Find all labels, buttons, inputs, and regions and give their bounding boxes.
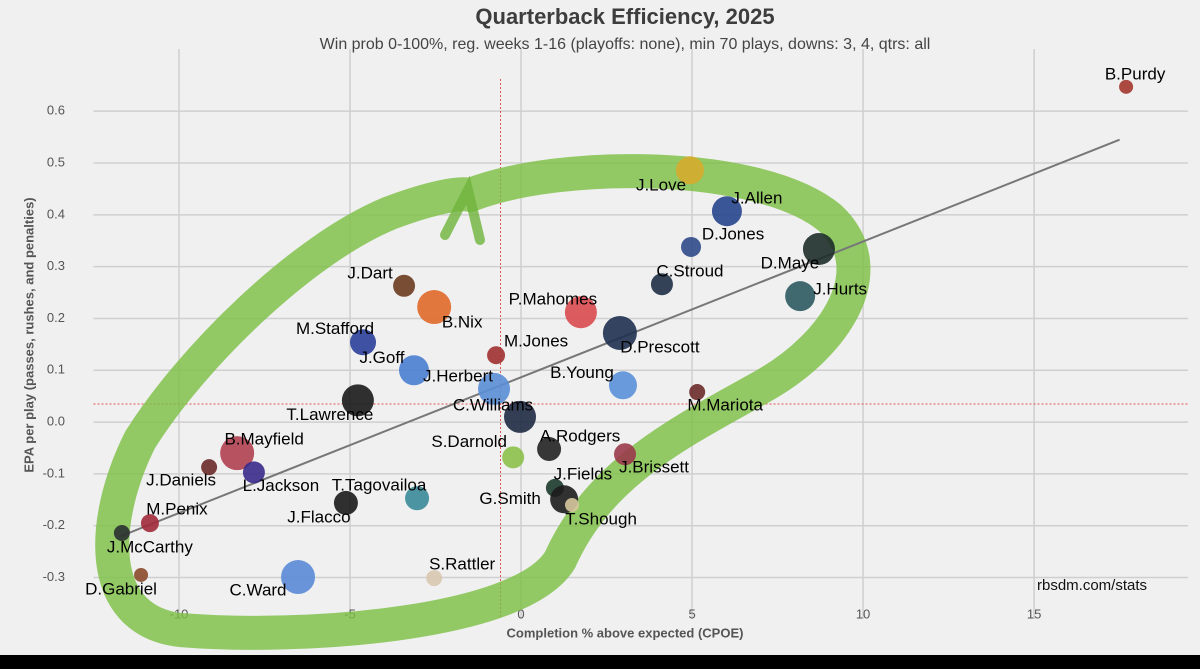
- qb-bubble: [676, 156, 705, 185]
- qb-label: C.Ward: [230, 581, 287, 600]
- qb-label: C.Stroud: [656, 262, 723, 281]
- qb-label: J.Goff: [359, 348, 404, 367]
- qb-bubble: [681, 236, 702, 257]
- qb-bubble: [393, 274, 416, 297]
- qb-label: B.Mayfield: [224, 430, 303, 449]
- y-tick-label: 0.4: [47, 206, 65, 221]
- x-axis-label: Completion % above expected (CPOE): [507, 625, 744, 640]
- highlight-loop: [95, 154, 871, 650]
- background: [0, 0, 1200, 655]
- y-tick-label: 0.6: [47, 103, 65, 118]
- qb-label: D.Gabriel: [85, 579, 157, 598]
- qb-label: J.Brissett: [619, 458, 689, 477]
- qb-bubble: [614, 443, 637, 466]
- qb-label: M.Mariota: [687, 396, 763, 415]
- y-tick-label: 0.1: [47, 362, 65, 377]
- qb-label: J.McCarthy: [107, 537, 193, 556]
- qb-label: C.Williams: [453, 395, 533, 414]
- qb-label: B.Young: [550, 363, 614, 382]
- y-tick-label: 0.2: [47, 310, 65, 325]
- qb-label: J.Flacco: [287, 507, 350, 526]
- qb-label: J.Dart: [347, 263, 393, 282]
- highlight-arrow: [440, 175, 485, 245]
- qb-label: D.Prescott: [620, 337, 700, 356]
- annotation: [95, 154, 871, 650]
- qb-label: B.Purdy: [1105, 64, 1166, 83]
- qb-bubble: [134, 567, 149, 582]
- qb-label: A.Rodgers: [540, 427, 620, 446]
- qb-label: S.Darnold: [431, 432, 507, 451]
- x-tick-label: 10: [856, 606, 870, 621]
- qb-bubble: [487, 346, 506, 365]
- qb-bubble: [537, 437, 562, 462]
- y-tick-label: -0.2: [43, 517, 65, 532]
- qb-bubble: [564, 296, 597, 329]
- qb-bubble: [426, 570, 443, 587]
- qb-bubble: [398, 355, 429, 386]
- y-tick-label: 0.0: [47, 414, 65, 429]
- qb-bubble: [650, 273, 673, 296]
- qb-label: D.Jones: [702, 224, 764, 243]
- x-tick-label: 0: [517, 606, 524, 621]
- qb-bubble: [502, 446, 525, 469]
- qb-bubble: [281, 560, 316, 595]
- y-tick-label: -0.1: [43, 465, 65, 480]
- qb-bubble: [140, 514, 159, 533]
- qb-bubble: [689, 384, 706, 401]
- qb-bubble: [405, 486, 430, 511]
- qb-bubble: [565, 498, 580, 512]
- qb-label: J.Hurts: [813, 280, 867, 299]
- qb-bubble: [201, 459, 218, 476]
- qb-label: T.Shough: [565, 509, 637, 528]
- chart-title: Quarterback Efficiency, 2025: [475, 4, 774, 29]
- qb-label: J.Love: [636, 176, 686, 195]
- x-tick-label: 15: [1027, 606, 1041, 621]
- qb-label: J.Allen: [731, 189, 782, 208]
- qb-label: S.Rattler: [429, 555, 495, 574]
- qb-bubble: [113, 524, 130, 541]
- qb-bubble: [333, 490, 358, 515]
- qb-label: J.Fields: [554, 464, 613, 483]
- qb-bubble: [608, 371, 637, 400]
- qb-bubble: [478, 372, 511, 405]
- bottom-bar: [0, 655, 1200, 669]
- qb-bubble: [802, 233, 835, 266]
- y-axis-label: EPA per play (passes, rushes, and penalt…: [21, 197, 36, 472]
- qb-label: D.Maye: [761, 254, 820, 273]
- qb-bubble: [785, 281, 816, 312]
- qb-label: T.Tagovailoa: [332, 476, 427, 495]
- qb-bubble: [602, 315, 637, 350]
- chart-subtitle: Win prob 0-100%, reg. weeks 1-16 (playof…: [320, 36, 931, 53]
- qb-label: G.Smith: [479, 489, 540, 508]
- qb-label: M.Penix: [146, 500, 208, 519]
- qb-label: J.Daniels: [146, 471, 216, 490]
- qb-label: T.Lawrence: [286, 405, 373, 424]
- qb-label: M.Stafford: [296, 319, 374, 338]
- y-tick-label: 0.3: [47, 258, 65, 273]
- qb-label: L.Jackson: [243, 476, 320, 495]
- x-tick-label: 5: [688, 606, 695, 621]
- qb-bubble: [417, 290, 452, 325]
- qb-bubble: [350, 329, 377, 356]
- qb-bubble: [220, 436, 255, 471]
- qb-bubble: [711, 196, 742, 227]
- qb-bubble: [1119, 79, 1134, 94]
- qb-label: M.Jones: [504, 332, 568, 351]
- qb-label: P.Mahomes: [509, 290, 598, 309]
- qb-bubble: [242, 461, 265, 484]
- y-tick-label: -0.3: [43, 569, 65, 584]
- qb-label: J.Herbert: [423, 366, 493, 385]
- qb-label: B.Nix: [442, 313, 483, 332]
- marks: B.Purdy J.Love J.Allen D.Jones D.Maye C.Strou…: [85, 64, 1166, 599]
- source-note: rbsdm.com/stats: [1037, 577, 1147, 594]
- y-tick-label: 0.5: [47, 154, 65, 169]
- qb-bubble: [504, 400, 537, 433]
- qb-bubble: [341, 384, 374, 417]
